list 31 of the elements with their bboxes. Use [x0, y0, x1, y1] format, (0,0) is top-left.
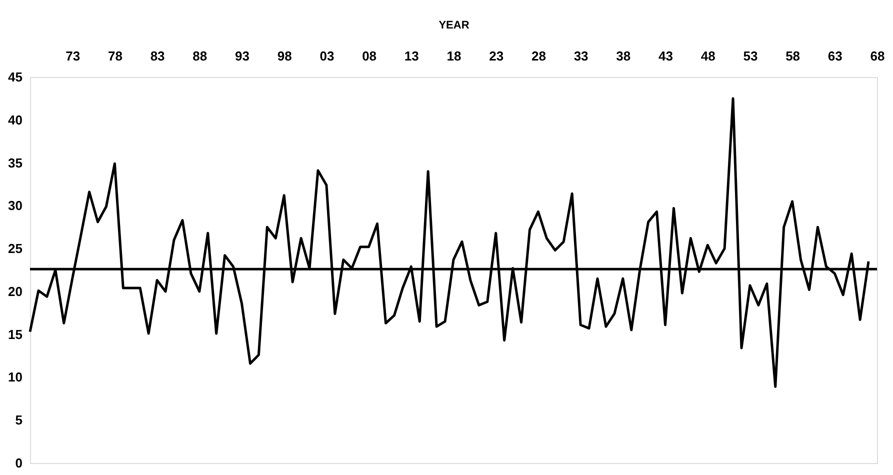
- x-tick-label: 93: [235, 48, 250, 64]
- x-tick-label: 53: [743, 48, 758, 64]
- y-tick-label: 35: [8, 155, 22, 170]
- x-tick-label: 58: [786, 48, 800, 64]
- x-tick-label: 88: [192, 48, 208, 64]
- x-tick-label: 38: [616, 48, 631, 64]
- x-tick-label: 68: [870, 48, 885, 64]
- x-tick-label: 03: [320, 48, 334, 64]
- x-tick-label: 18: [446, 48, 462, 64]
- x-tick-label: 73: [66, 48, 80, 64]
- x-tick-label: 43: [658, 48, 673, 64]
- x-tick-label: 48: [700, 48, 716, 64]
- x-axis-title: YEAR: [438, 20, 470, 32]
- x-tick-label: 13: [404, 48, 419, 64]
- y-tick-label: 20: [8, 284, 22, 299]
- y-tick-label: 5: [15, 412, 22, 428]
- y-tick-label: 15: [8, 326, 22, 342]
- x-tick-label: 23: [489, 48, 504, 64]
- y-tick-label: 45: [8, 70, 22, 84]
- y-tick-label: 30: [8, 198, 22, 214]
- x-tick-label: 98: [277, 48, 292, 64]
- y-tick-label: 0: [15, 456, 22, 470]
- x-tick-label: 83: [150, 48, 165, 64]
- x-tick-label: 63: [828, 48, 842, 64]
- y-tick-label: 25: [8, 241, 22, 256]
- x-tick-label: 28: [531, 48, 546, 64]
- x-tick-label: 33: [574, 48, 588, 64]
- y-tick-label: 40: [8, 112, 22, 128]
- y-tick-label: 10: [8, 370, 22, 385]
- x-tick-label: 78: [108, 48, 122, 64]
- x-tick-label: 08: [362, 48, 377, 64]
